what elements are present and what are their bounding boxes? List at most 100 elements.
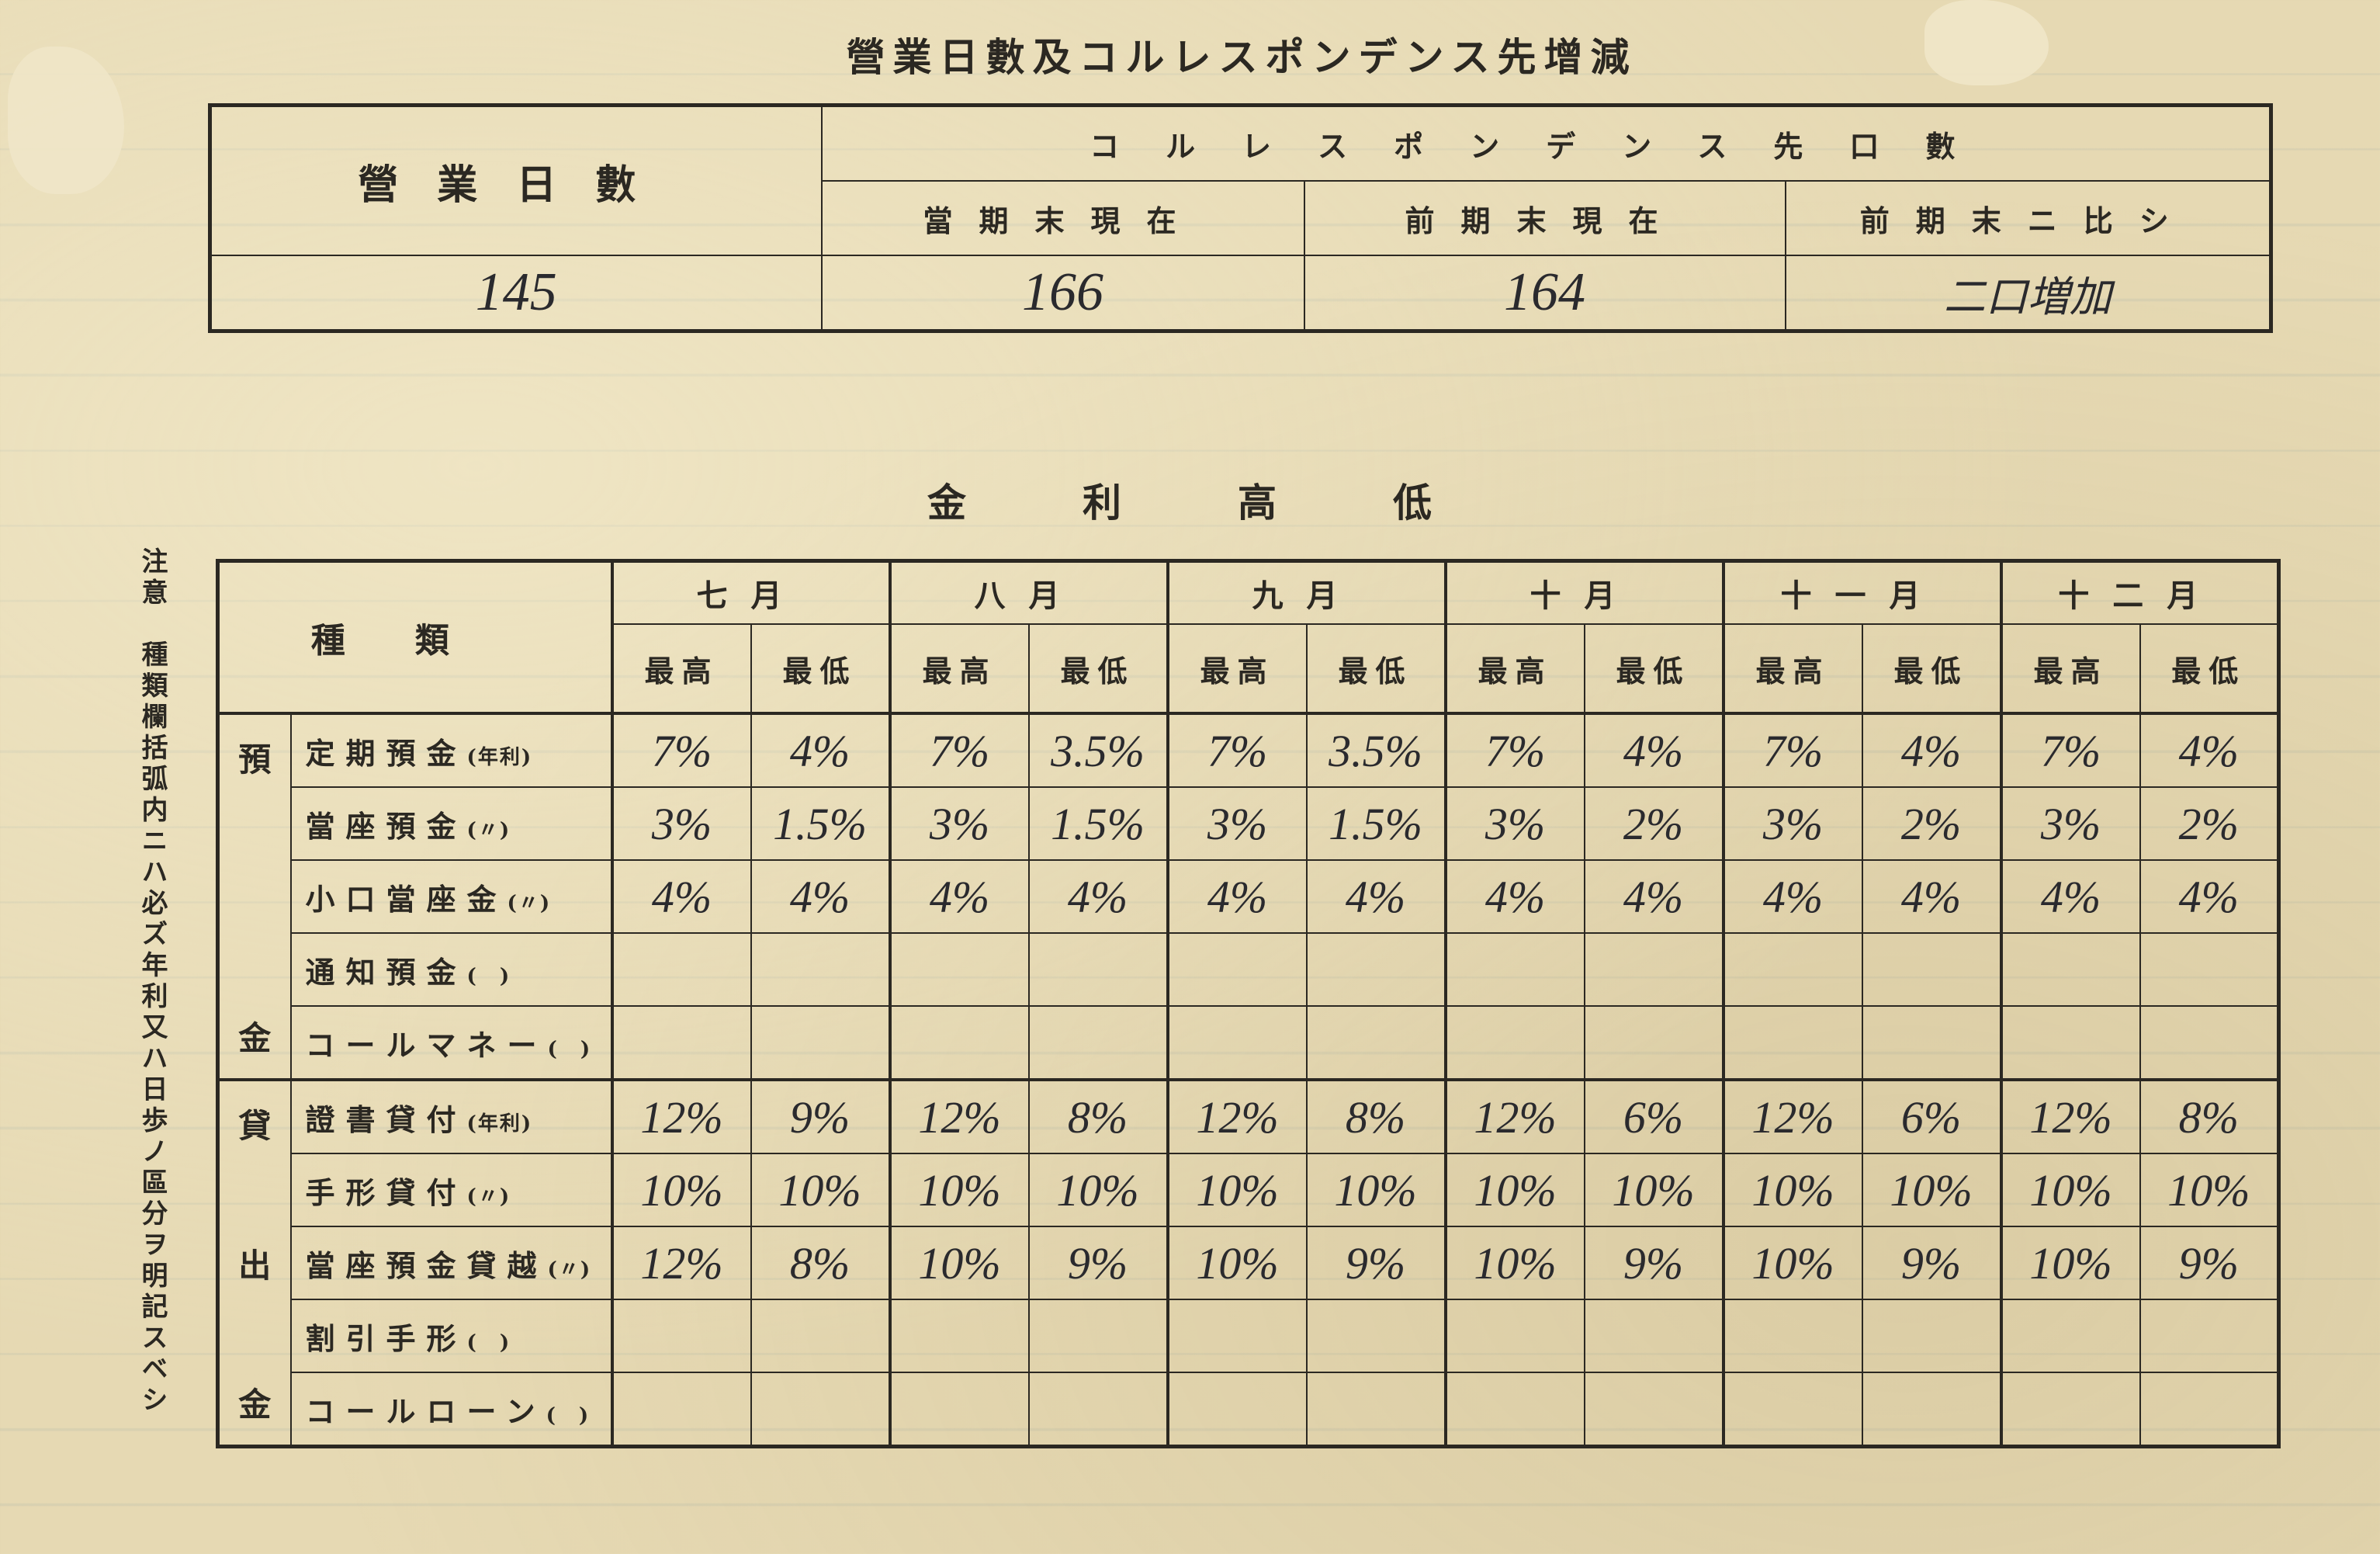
max-header: 最高 — [1721, 623, 1863, 714]
table-row: 割引手形( ) — [218, 1299, 2280, 1373]
rate-cell: 10% — [1305, 1153, 1446, 1227]
row-label-text: 當座預金貸越 — [305, 1247, 548, 1283]
table-row: 小口當座金(〃) 4% 4% 4% 4% 4% 4% 4% 4% 4% 4% 4% 4% — [218, 859, 2280, 934]
category-char: 出 — [238, 1246, 272, 1285]
row-label-text: 定期預金 — [305, 735, 467, 771]
rate-cell — [888, 1372, 1030, 1448]
rate-cell: 9% — [2139, 1226, 2280, 1300]
row-label-unit: (年利) — [466, 745, 533, 769]
rate-cell — [1166, 1005, 1308, 1081]
rate-cell: 10% — [1443, 1153, 1585, 1227]
rate-cell: 10% — [1583, 1153, 1724, 1227]
correspondent-count-header: コルレスポンデンス先口數 — [820, 104, 2272, 182]
category-char: 金 — [238, 1019, 272, 1057]
rate-cell: 10% — [2139, 1153, 2280, 1227]
rate-cell — [2139, 1372, 2280, 1448]
document-title: 營業日數及コルレスポンデンス先增減 — [846, 34, 1637, 80]
rate-cell — [1583, 1372, 1724, 1448]
min-header: 最低 — [1027, 623, 1169, 714]
min-header: 最低 — [2139, 623, 2280, 714]
rate-cell: 10% — [888, 1153, 1030, 1227]
rate-cell: 4% — [750, 712, 891, 788]
row-label: 定期預金(年利) — [289, 712, 613, 788]
rate-cell: 3% — [1999, 786, 2141, 861]
rate-cell: 10% — [1999, 1153, 2141, 1227]
rate-cell: 12% — [888, 1078, 1030, 1154]
rate-cell — [1443, 1005, 1585, 1081]
rate-cell — [750, 1372, 891, 1448]
max-header: 最高 — [1443, 623, 1585, 714]
row-label-text: 通知預金 — [305, 954, 467, 990]
rate-cell — [1443, 932, 1585, 1007]
rate-cell — [750, 1299, 891, 1373]
row-label: コールローン( ) — [289, 1372, 613, 1448]
rate-cell: 9% — [1305, 1226, 1446, 1300]
month-header: 十月 — [1443, 560, 1724, 625]
business-days-table: 營業日數 コルレスポンデンス先口數 當期末現在 前期末現在 前期末ニ比シ 145… — [208, 103, 2274, 333]
rate-cell: 9% — [1861, 1226, 2002, 1300]
rate-cell — [1861, 1005, 2002, 1081]
rate-cell — [1999, 1299, 2141, 1373]
rate-cell: 4% — [1861, 712, 2002, 788]
row-label: 證書貸付(年利) — [289, 1078, 613, 1154]
previous-period-header: 前期末現在 — [1303, 180, 1786, 256]
rate-cell: 7% — [1166, 712, 1308, 788]
rate-cell: 6% — [1583, 1078, 1724, 1154]
min-header: 最低 — [750, 623, 891, 714]
table-row: 當座預金(〃) 3% 1.5% 3% 1.5% 3% 1.5% 3% 2% 3% 2% 3% 2% — [218, 786, 2280, 861]
rate-cell: 4% — [2139, 712, 2280, 788]
rate-cell: 9% — [1027, 1226, 1169, 1300]
rate-cell: 8% — [1305, 1078, 1446, 1154]
row-label: 小口當座金(〃) — [289, 859, 613, 934]
rate-cell — [1027, 1005, 1169, 1081]
rate-cell — [2139, 1299, 2280, 1373]
row-label-unit: (〃) — [507, 891, 552, 915]
rate-cell: 10% — [750, 1153, 891, 1227]
category-char: 貸 — [238, 1107, 272, 1145]
table-row: 貸出金證書貸付(年利) 12% 9% 12% 8% 12% 8% 12% 6% 12% 6% 12% 8… — [217, 1078, 2280, 1448]
rate-cell — [610, 932, 752, 1007]
rate-cell — [1861, 1372, 2002, 1448]
category-char: 金 — [238, 1386, 272, 1424]
rate-cell: 10% — [1166, 1226, 1308, 1300]
rate-cell: 4% — [1166, 859, 1308, 934]
table-row: 當座預金貸越(〃) 12% 8% 10% 9% 10% 9% 10% 9% 10% 9% 10% 9% — [218, 1226, 2280, 1300]
row-label-unit: (〃) — [466, 1185, 511, 1209]
rate-cell — [1583, 1299, 1724, 1373]
category-label: 貸出金 — [217, 1078, 292, 1448]
type-header: 種類 — [217, 560, 613, 714]
month-header: 十二月 — [1999, 560, 2280, 625]
category-label: 預金 — [217, 712, 292, 1081]
row-label-unit: (年利) — [466, 1112, 533, 1136]
row-label-unit: ( ) — [466, 964, 511, 988]
rate-cell: 3% — [1166, 786, 1308, 861]
rate-cell: 12% — [1443, 1078, 1585, 1154]
rate-cell: 9% — [1583, 1226, 1724, 1300]
rate-cell — [1999, 1005, 2141, 1081]
rate-cell: 4% — [1861, 859, 2002, 934]
rate-cell: 7% — [1999, 712, 2141, 788]
rate-cell: 3% — [888, 786, 1030, 861]
rate-cell: 4% — [750, 859, 891, 934]
min-header: 最低 — [1583, 623, 1724, 714]
rate-cell — [888, 1005, 1030, 1081]
instruction-note: 注意 種類欄括弧内ニハ必ズ年利又ハ日歩ノ區分ヲ明記スベシ — [137, 547, 168, 1417]
rate-cell: 12% — [610, 1226, 752, 1300]
rate-cell — [610, 1299, 752, 1373]
rate-cell: 10% — [1721, 1226, 1863, 1300]
rate-cell: 3% — [1721, 786, 1863, 861]
rate-cell: 10% — [1721, 1153, 1863, 1227]
rate-cell: 8% — [1027, 1078, 1169, 1154]
paper-damage — [1924, 0, 2049, 85]
rate-cell — [1027, 1372, 1169, 1448]
rate-cell: 10% — [1999, 1226, 2141, 1300]
row-label: コールマネー( ) — [289, 1005, 613, 1081]
rate-cell: 10% — [1166, 1153, 1308, 1227]
table-row: 預金定期預金(年利) 7% 4% 7% 3.5% 7% 3.5% 7% 4% 7% 4% 7% 4% — [217, 712, 2280, 1081]
current-period-value: 166 — [820, 255, 1305, 332]
rate-cell — [1721, 1372, 1863, 1448]
rate-cell: 12% — [610, 1078, 752, 1154]
row-label: 當座預金(〃) — [289, 786, 613, 861]
row-label-unit: ( ) — [547, 1037, 592, 1061]
rate-cell: 8% — [2139, 1078, 2280, 1154]
